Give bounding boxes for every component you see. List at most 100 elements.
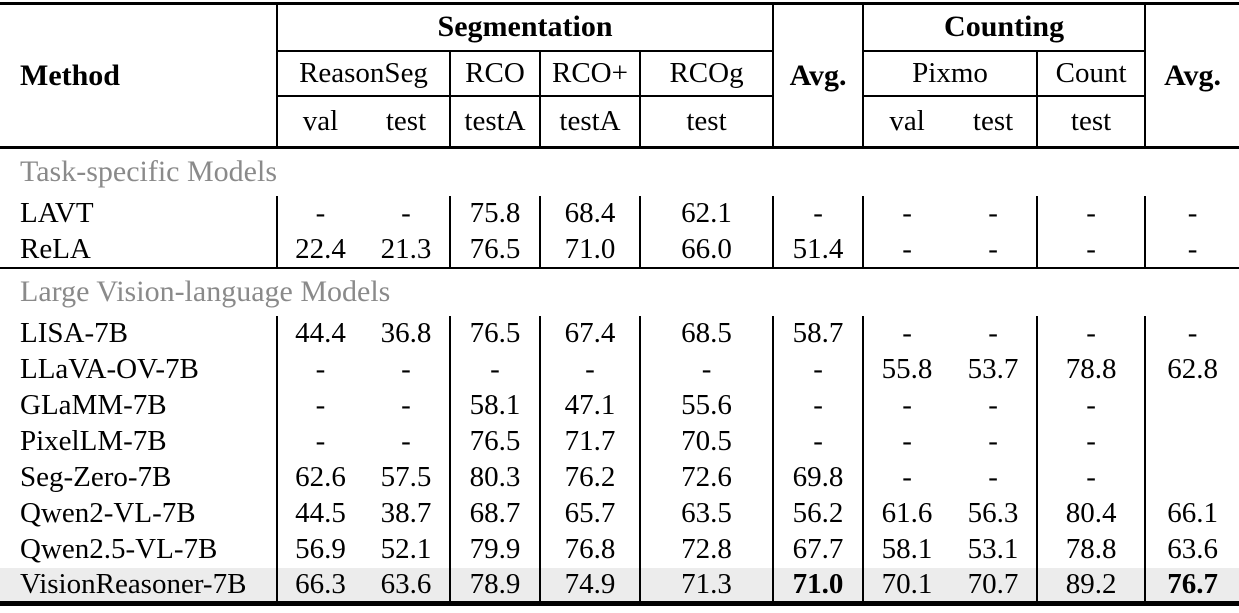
- value-cell: -: [988, 232, 998, 265]
- value-cell: -: [862, 231, 951, 268]
- value-cell: -: [276, 351, 363, 388]
- value-cell: 71.0: [772, 567, 864, 604]
- section-title: Large Vision-language Models: [20, 275, 391, 309]
- header-group-row: Method Segmentation Avg. Counting Avg.: [0, 3, 1239, 148]
- table-row: LAVT - -75.8 68.4 62.1- - - - -: [0, 195, 1239, 232]
- value-cell: -: [862, 315, 951, 352]
- split-header: val: [862, 95, 951, 148]
- value-cell: -: [1144, 315, 1239, 352]
- value-cell: -: [1036, 387, 1146, 424]
- value-cell: 52.1: [380, 533, 432, 566]
- benchmark-header-rco: RCO: [449, 50, 540, 97]
- value-cell: -: [1036, 423, 1146, 460]
- value-cell: 68.7: [449, 495, 540, 532]
- benchmark-header-pixmo: Pixmo: [862, 50, 1038, 97]
- value-cell: 56.3: [967, 497, 1019, 530]
- benchmark-header-count: Count: [1036, 50, 1146, 97]
- value-cell: -: [401, 197, 411, 230]
- value-cell: 57.5: [380, 461, 432, 494]
- split-header: test: [972, 105, 1014, 138]
- value-cell: 63.6: [1144, 531, 1239, 568]
- value-cell: 38.7: [380, 497, 432, 530]
- value-cell: 44.5: [276, 495, 363, 532]
- value-cell: 70.7: [950, 567, 1038, 604]
- value-cell: 36.8: [380, 317, 432, 350]
- value-cell: 62.1: [638, 195, 774, 232]
- value-cell: -: [988, 317, 998, 350]
- value-cell: -: [276, 195, 363, 232]
- split-header: test: [638, 95, 774, 148]
- value-cell: 76.8: [539, 531, 640, 568]
- value-cell: [1144, 459, 1239, 496]
- value-cell: 75.8: [449, 195, 540, 232]
- table-row: ReLA 22.4 21.3 76.5 71.0 66.0 51.4- - - -: [0, 231, 1239, 268]
- benchmark-header-reasonseg: ReasonSeg: [276, 50, 450, 97]
- method-column-header: Method: [20, 58, 120, 92]
- section-title: Task-specific Models: [20, 155, 277, 189]
- benchmark-header-rco-plus: RCO+: [539, 50, 640, 97]
- benchmark-header-rcog: RCOg: [638, 50, 774, 97]
- header-split-row: val test testA testA test val test test: [0, 95, 1239, 148]
- value-cell: 70.1: [862, 567, 951, 604]
- method-cell: ReLA: [20, 232, 91, 265]
- value-cell: -: [1144, 231, 1239, 268]
- method-cell: LAVT: [20, 197, 94, 230]
- counting-avg-header: Avg.: [1144, 3, 1239, 148]
- value-cell: 71.0: [539, 231, 640, 268]
- value-cell: 71.3: [638, 567, 774, 604]
- split-header: testA: [449, 95, 540, 148]
- table-row: LLaVA-OV-7B - - - - - -55.8 53.7 78.8 62.8: [0, 351, 1239, 388]
- value-cell: -: [276, 387, 363, 424]
- value-cell: 89.2: [1036, 567, 1146, 604]
- method-cell: Qwen2.5-VL-7B: [20, 533, 218, 566]
- value-cell: 58.1: [862, 531, 951, 568]
- value-cell: 56.2: [772, 495, 864, 532]
- value-cell: -: [862, 423, 951, 460]
- value-cell: 58.1: [449, 387, 540, 424]
- value-cell: 62.6: [276, 459, 363, 496]
- value-cell: 22.4: [276, 231, 363, 268]
- value-cell: 72.6: [638, 459, 774, 496]
- value-cell: -: [1036, 315, 1146, 352]
- value-cell: 74.9: [539, 567, 640, 604]
- value-cell: 63.5: [638, 495, 774, 532]
- table-header: Method Segmentation Avg. Counting Avg. R…: [0, 3, 1239, 148]
- value-cell: -: [401, 425, 411, 458]
- value-cell: -: [988, 389, 998, 422]
- value-cell: [1144, 423, 1239, 460]
- value-cell: -: [772, 423, 864, 460]
- value-cell: -: [401, 389, 411, 422]
- value-cell: 78.8: [1036, 351, 1146, 388]
- table-row: GLaMM-7B - -58.1 47.1 55.6- - - -: [0, 387, 1239, 424]
- value-cell: 53.7: [967, 353, 1019, 386]
- value-cell: 55.8: [862, 351, 951, 388]
- value-cell: -: [401, 353, 411, 386]
- split-header: test: [1036, 95, 1146, 148]
- value-cell: 61.6: [862, 495, 951, 532]
- value-cell: 78.9: [449, 567, 540, 604]
- split-header: val: [276, 95, 363, 148]
- value-cell: -: [862, 195, 951, 232]
- value-cell: -: [638, 351, 774, 388]
- value-cell: -: [1036, 195, 1146, 232]
- value-cell: [1144, 387, 1239, 424]
- counting-group-header: Counting: [862, 3, 1146, 52]
- value-cell: 44.4: [276, 315, 363, 352]
- value-cell: 66.1: [1144, 495, 1239, 532]
- value-cell: 62.8: [1144, 351, 1239, 388]
- value-cell: 67.7: [772, 531, 864, 568]
- value-cell: -: [988, 461, 998, 494]
- method-cell: Seg-Zero-7B: [20, 461, 172, 494]
- value-cell: 47.1: [539, 387, 640, 424]
- value-cell: 71.7: [539, 423, 640, 460]
- value-cell: -: [988, 425, 998, 458]
- value-cell: 76.5: [449, 315, 540, 352]
- split-header: test: [385, 105, 427, 138]
- value-cell: -: [772, 387, 864, 424]
- value-cell: 69.8: [772, 459, 864, 496]
- value-cell: 72.8: [638, 531, 774, 568]
- section-large-vision-language-models: Large Vision-language Models LISA-7B 44.4 3…: [0, 267, 1239, 604]
- value-cell: 21.3: [380, 232, 432, 265]
- value-cell: -: [862, 459, 951, 496]
- table-row: LISA-7B 44.4 36.8 76.5 67.4 68.5 58.7- - - -: [0, 315, 1239, 352]
